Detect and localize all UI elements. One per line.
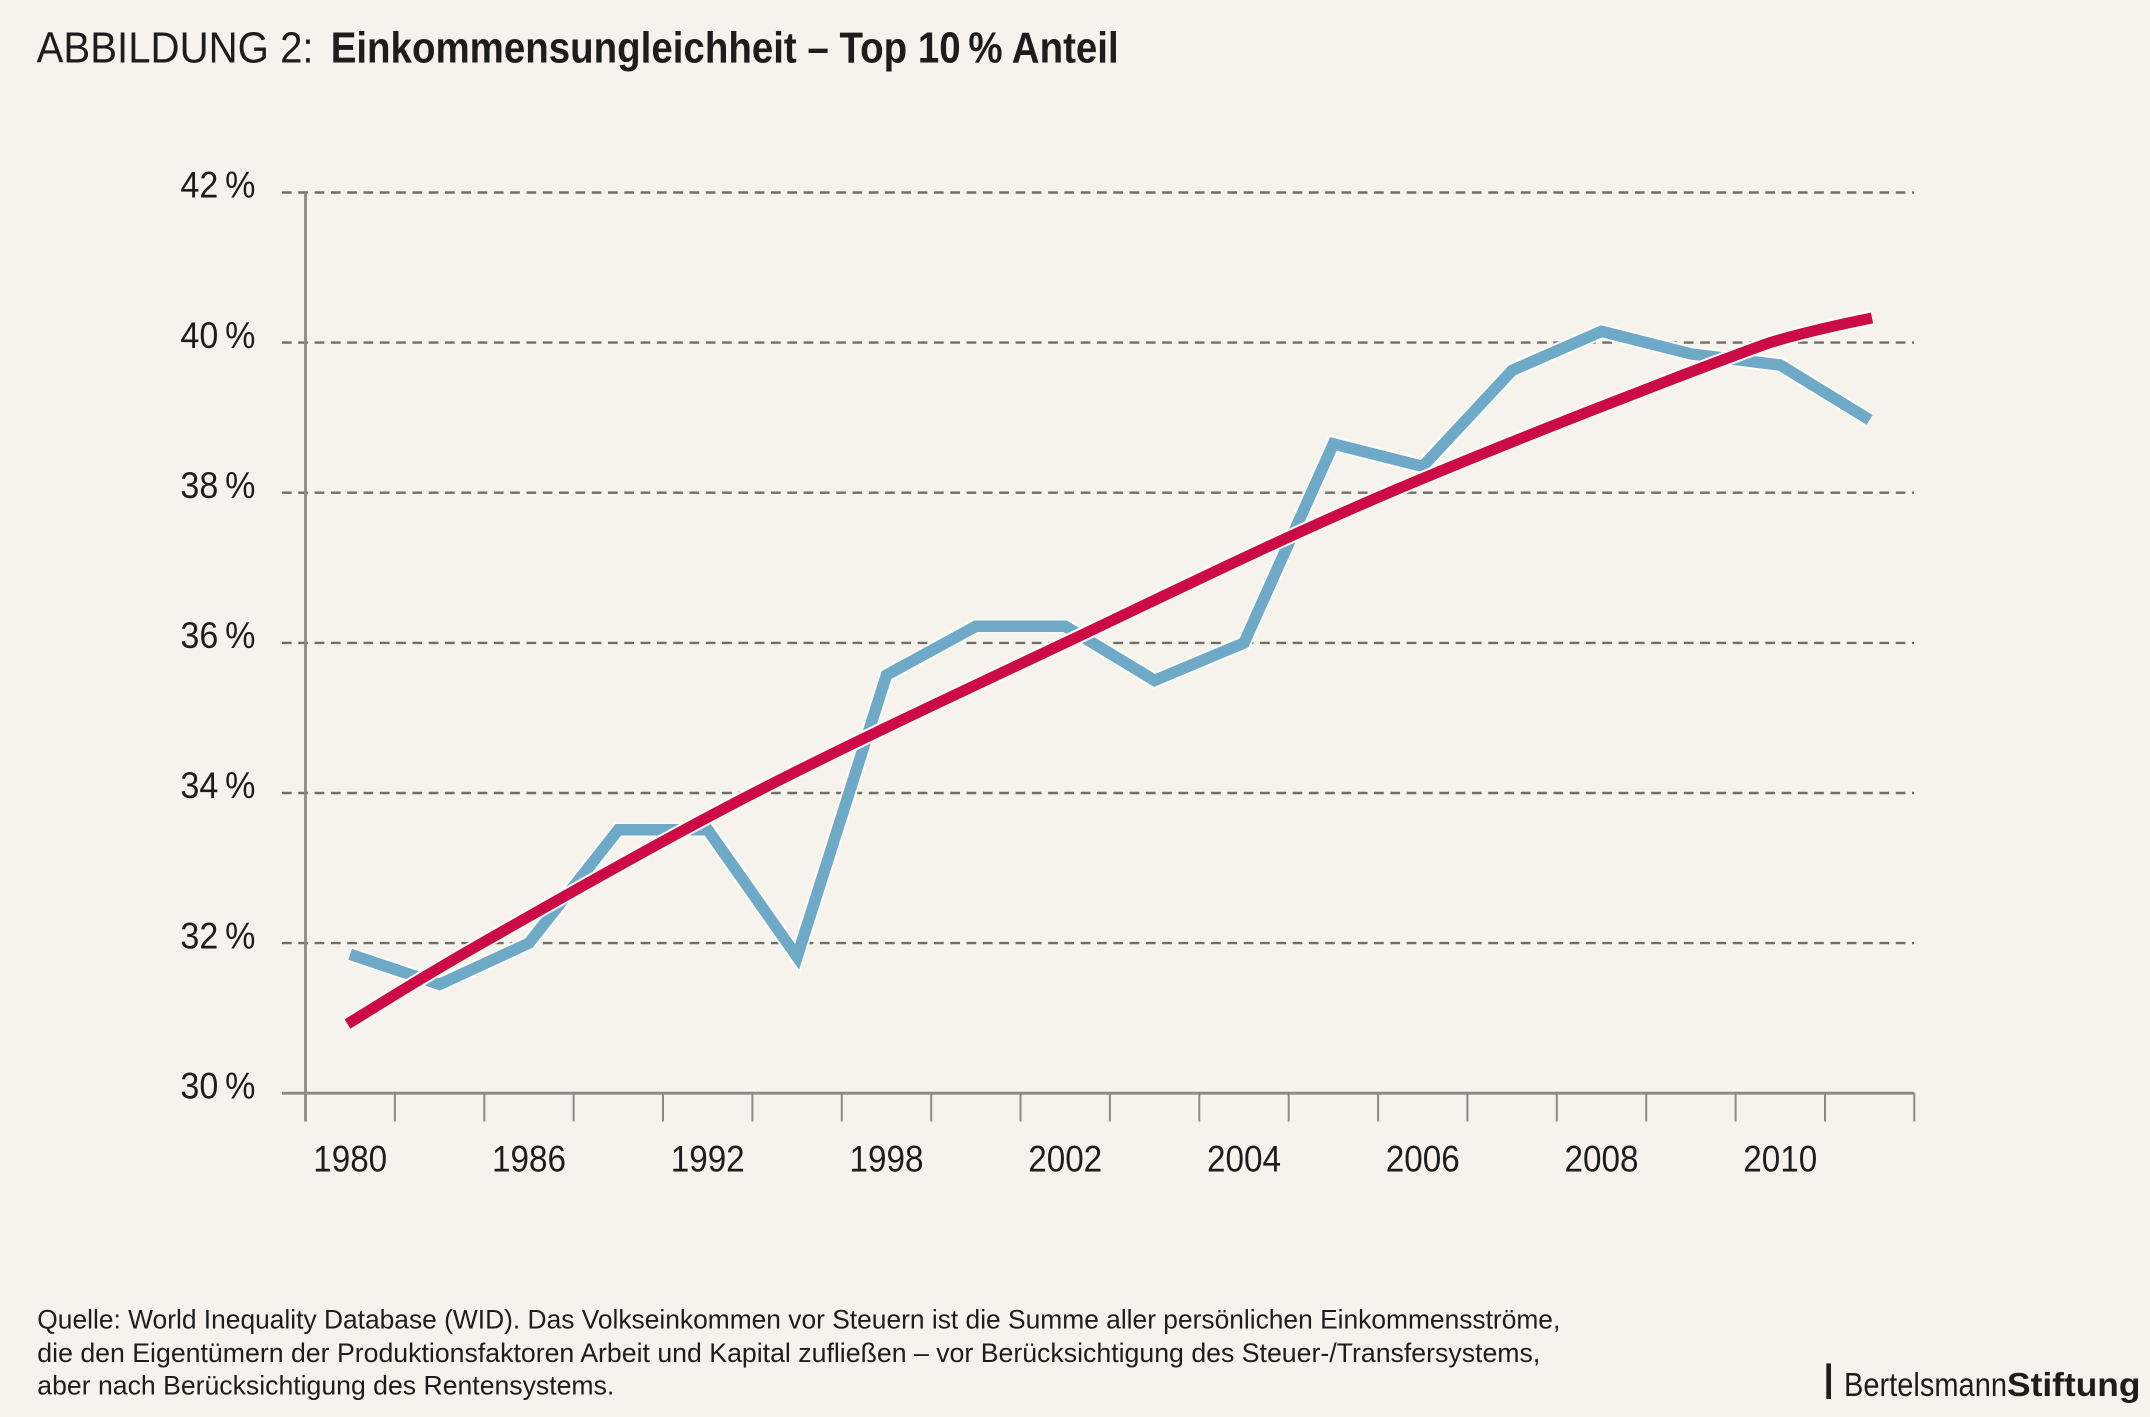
svg-text:ABBILDUNG 2:: ABBILDUNG 2:	[37, 24, 314, 73]
svg-text:Bertelsmann: Bertelsmann	[1844, 1367, 2007, 1404]
svg-text:2006: 2006	[1386, 1138, 1460, 1179]
svg-text:Einkommensungleichheit – Top 1: Einkommensungleichheit – Top 10 % Anteil	[331, 24, 1119, 73]
svg-text:36 %: 36 %	[180, 615, 255, 656]
svg-text:2004: 2004	[1207, 1138, 1281, 1179]
svg-text:1998: 1998	[850, 1138, 924, 1179]
svg-text:2002: 2002	[1028, 1138, 1102, 1179]
svg-text:aber nach Berücksichtigung des: aber nach Berücksichtigung des Rentensys…	[37, 1371, 614, 1401]
svg-text:1992: 1992	[671, 1138, 745, 1179]
svg-text:Quelle: World Inequality Datab: Quelle: World Inequality Database (WID).…	[37, 1305, 1560, 1335]
svg-text:die den Eigentümern der Produk: die den Eigentümern der Produktionsfakto…	[37, 1338, 1540, 1368]
svg-text:32 %: 32 %	[180, 915, 255, 956]
svg-text:2010: 2010	[1743, 1138, 1817, 1179]
svg-text:30 %: 30 %	[180, 1065, 255, 1106]
svg-text:42 %: 42 %	[180, 165, 255, 206]
svg-text:Stiftung: Stiftung	[2007, 1367, 2141, 1404]
svg-text:1986: 1986	[492, 1138, 566, 1179]
svg-text:34 %: 34 %	[180, 765, 255, 806]
svg-text:40 %: 40 %	[180, 315, 255, 356]
svg-text:38 %: 38 %	[180, 465, 255, 506]
svg-text:1980: 1980	[313, 1138, 387, 1179]
svg-text:2008: 2008	[1565, 1138, 1639, 1179]
